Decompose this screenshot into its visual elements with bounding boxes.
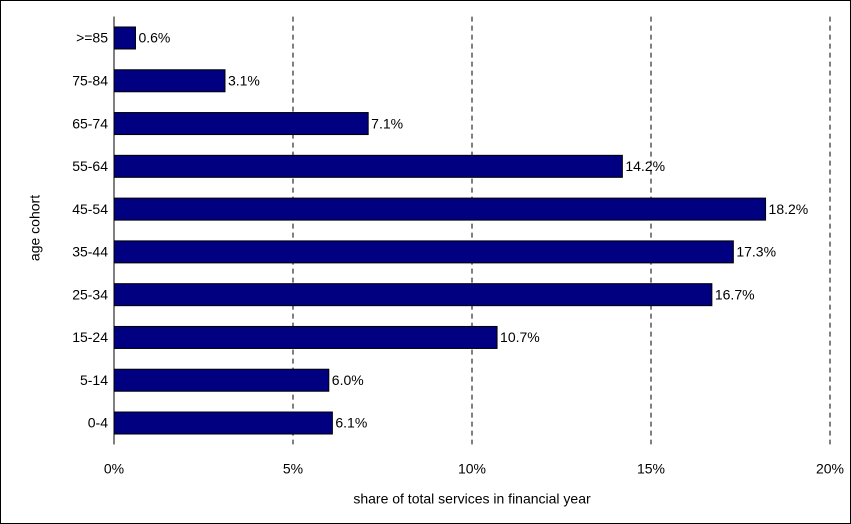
y-axis-title: age cohort (27, 195, 43, 261)
data-label: 16.7% (715, 286, 755, 302)
bar (113, 283, 713, 307)
y-tick-label: 75-84 (72, 72, 108, 88)
bar (113, 197, 767, 221)
x-tick-label: 10% (458, 461, 486, 477)
bar (113, 240, 734, 264)
bar (113, 69, 226, 93)
y-tick-label: 15-24 (72, 329, 108, 345)
x-tick-label: 15% (637, 461, 665, 477)
data-label: 6.0% (332, 372, 364, 388)
x-tick-label: 5% (283, 461, 303, 477)
data-label: 18.2% (769, 201, 809, 217)
y-tick-label: 0-4 (88, 415, 108, 431)
x-tick-label: 0% (104, 461, 124, 477)
bar (113, 411, 333, 435)
data-label: 17.3% (736, 244, 776, 260)
y-tick-label: 55-64 (72, 158, 108, 174)
y-tick-label: 45-54 (72, 201, 108, 217)
x-tick-label: 20% (816, 461, 844, 477)
y-tick-label: 35-44 (72, 244, 108, 260)
bar (113, 112, 369, 136)
y-tick-label: >=85 (76, 30, 108, 46)
data-label: 10.7% (500, 329, 540, 345)
data-label: 0.6% (138, 30, 170, 46)
x-axis-title: share of total services in financial yea… (353, 491, 591, 507)
bar (113, 368, 330, 392)
data-label: 14.2% (625, 158, 665, 174)
bar (113, 26, 136, 50)
bar (113, 325, 498, 349)
y-tick-label: 5-14 (80, 372, 108, 388)
data-label: 6.1% (335, 415, 367, 431)
y-tick-label: 65-74 (72, 115, 108, 131)
data-label: 7.1% (371, 115, 403, 131)
data-label: 3.1% (228, 72, 260, 88)
y-tick-label: 25-34 (72, 286, 108, 302)
bar (113, 154, 623, 178)
